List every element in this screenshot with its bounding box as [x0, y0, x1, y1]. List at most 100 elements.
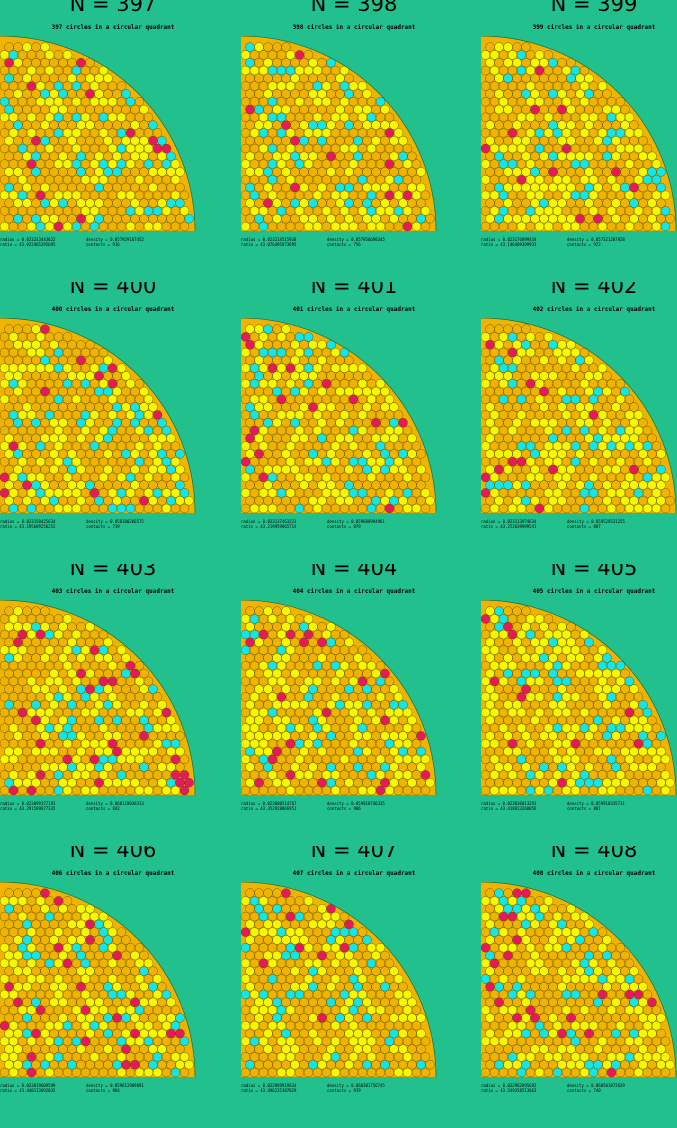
packed-circle [94, 182, 104, 193]
packed-circle [481, 97, 491, 107]
packed-circle [31, 496, 41, 506]
packed-circle [125, 692, 136, 702]
packed-circle [299, 418, 309, 428]
packed-circle [389, 1028, 399, 1039]
packed-circle [175, 198, 185, 208]
packed-circle [602, 966, 612, 976]
packed-circle [8, 143, 19, 154]
packed-circle [516, 379, 527, 389]
packed-circle [516, 645, 527, 655]
packed-circle [335, 104, 345, 115]
packed-circle [579, 472, 590, 482]
packed-circle [40, 480, 50, 490]
packed-circle [241, 707, 251, 718]
packed-circle [339, 739, 350, 749]
packed-circle [249, 425, 260, 436]
packed-circle [521, 73, 531, 83]
packed-circle [85, 371, 95, 381]
packed-circle [148, 433, 158, 443]
packed-circle [71, 363, 82, 373]
packed-circle [597, 112, 608, 122]
packed-circle [26, 1052, 37, 1062]
packed-circle [539, 120, 549, 130]
packed-circle [31, 386, 41, 397]
ratio-value: ratio = 43.496215387829 [241, 1088, 297, 1093]
packed-circle [107, 770, 118, 780]
packed-circle [85, 731, 95, 741]
packed-circle [98, 488, 109, 498]
packed-circle [152, 785, 163, 796]
packed-circle [588, 441, 599, 451]
packed-circle [258, 739, 269, 749]
packed-circle [353, 950, 363, 961]
packed-circle [624, 425, 635, 436]
packed-circle [71, 958, 82, 968]
packed-circle [179, 770, 190, 780]
packed-circle [49, 496, 59, 506]
packed-circle [130, 982, 140, 992]
packed-circle [89, 112, 100, 122]
packed-circle [539, 762, 549, 772]
packed-circle [494, 950, 504, 961]
packed-circle [17, 410, 28, 420]
packed-circle [80, 629, 91, 640]
packed-circle [71, 1036, 82, 1046]
density-value: density = 0.860301756745 [327, 1083, 385, 1088]
packed-circle [507, 175, 518, 185]
packed-circle [494, 700, 504, 710]
packed-circle [357, 128, 368, 138]
packed-circle [584, 464, 594, 475]
packed-circle [67, 182, 77, 193]
packed-circle [642, 143, 653, 154]
packed-circle [371, 104, 381, 115]
packed-circle [89, 347, 100, 358]
packed-circle [241, 143, 251, 154]
packed-circle [290, 1028, 300, 1039]
packed-circle [489, 441, 500, 451]
packed-circle [285, 1052, 296, 1062]
packed-circle [548, 402, 558, 412]
packed-circle [588, 770, 599, 780]
packed-circle [116, 692, 127, 702]
packed-circle [651, 1067, 662, 1078]
packed-circle [656, 1028, 666, 1039]
packed-circle [13, 746, 23, 757]
packed-circle [80, 175, 91, 185]
packed-circle [588, 723, 599, 733]
packed-circle [0, 707, 10, 718]
packed-circle [512, 731, 522, 741]
packed-circle [507, 410, 518, 420]
packed-circle [579, 770, 590, 780]
packed-circle [503, 496, 513, 506]
packed-circle [525, 927, 536, 937]
packed-circle [272, 433, 282, 443]
packed-circle [534, 143, 545, 154]
packed-circle [494, 386, 504, 397]
packed-circle [281, 1044, 291, 1054]
packed-circle [71, 221, 82, 232]
packed-circle [494, 58, 504, 68]
packed-circle [380, 449, 390, 459]
packed-circle [629, 1028, 639, 1039]
packed-circle [26, 221, 37, 232]
packed-circle [71, 441, 82, 451]
packed-circle [597, 958, 608, 968]
packed-circle [633, 503, 644, 514]
packed-circle [285, 379, 296, 389]
packed-circle [489, 112, 500, 122]
packed-circle [633, 472, 644, 482]
packed-circle [485, 731, 495, 741]
packed-circle [308, 762, 318, 772]
packed-circle [521, 668, 531, 679]
packed-circle [8, 379, 19, 389]
packed-circle [516, 488, 527, 498]
packed-circle [326, 982, 336, 992]
packed-circle [254, 888, 264, 898]
packed-circle [371, 997, 381, 1007]
packed-circle [44, 1067, 55, 1078]
packed-circle [317, 684, 327, 694]
packed-circle [71, 770, 82, 780]
packed-circle [130, 1013, 140, 1023]
packed-circle [254, 355, 264, 365]
packed-circle [245, 888, 255, 898]
